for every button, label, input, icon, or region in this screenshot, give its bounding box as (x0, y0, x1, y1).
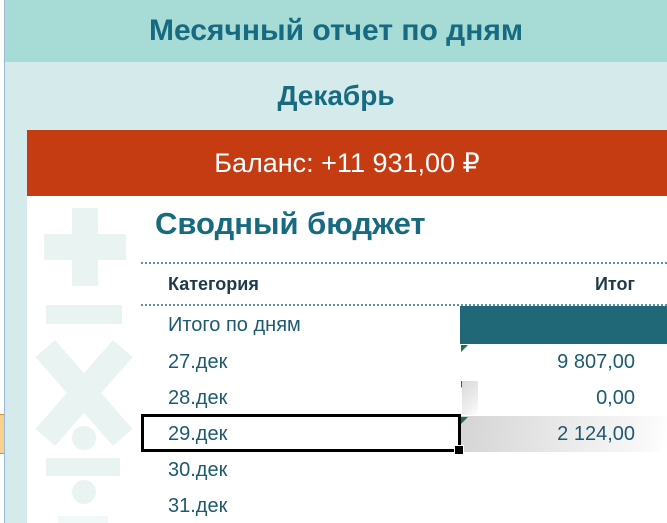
summary-table: Категория Итог Итого по дням 27.дек 9 80… (141, 262, 667, 523)
month-cell[interactable]: Декабрь (5, 62, 667, 130)
left-margin-column (5, 130, 27, 523)
table-row[interactable]: 27.дек 9 807,00 (141, 344, 667, 380)
balance-label: Баланс: +11 931,00 ₽ (214, 147, 480, 178)
row-header-border (4, 0, 5, 523)
row-value: 9 807,00 (557, 350, 635, 373)
row-label[interactable]: 31.дек (168, 494, 228, 517)
section-title: Сводный бюджет (155, 206, 426, 241)
balance-cell[interactable]: Баланс: +11 931,00 ₽ (27, 130, 667, 196)
report-title-cell[interactable]: Месячный отчет по дням (5, 0, 667, 62)
data-bar (462, 381, 478, 415)
divide-icon (58, 516, 108, 523)
table-row[interactable]: 31.дек (141, 488, 667, 523)
row-header-strip (0, 0, 4, 523)
divide-icon (72, 480, 96, 504)
minus-icon (46, 305, 122, 324)
row-total-cell[interactable] (460, 488, 667, 523)
cell-error-indicator-icon (461, 417, 468, 424)
row-total-cell[interactable]: 0,00 (460, 380, 667, 416)
column-header-category[interactable]: Категория (168, 273, 259, 294)
plus-icon (44, 234, 126, 260)
report-title: Месячный отчет по дням (148, 14, 524, 47)
divide-icon (46, 458, 120, 476)
divide-icon (72, 426, 96, 450)
row-total-cell[interactable]: 2 124,00 (460, 416, 667, 452)
table-header-row: Категория Итог (141, 262, 667, 306)
table-row[interactable]: 28.дек 0,00 (141, 380, 667, 416)
row-label[interactable]: 29.дек (168, 422, 228, 445)
selected-row-header-cell[interactable] (0, 414, 4, 454)
row-label[interactable]: 28.дек (168, 386, 228, 409)
row-label[interactable]: 30.дек (168, 458, 228, 481)
cell-error-indicator-icon (461, 345, 468, 352)
table-row[interactable]: 30.дек (141, 452, 667, 488)
active-cell-selection[interactable] (141, 414, 464, 455)
table-row[interactable]: Итого по дням (141, 306, 667, 344)
row-total-cell[interactable] (460, 306, 667, 344)
table-row-selected[interactable]: 29.дек 2 124,00 (141, 416, 667, 452)
month-label: Декабрь (277, 80, 395, 111)
row-value: 0,00 (596, 386, 635, 409)
row-label[interactable]: Итого по дням (168, 313, 301, 336)
fill-handle[interactable] (454, 445, 464, 455)
row-total-cell[interactable] (460, 452, 667, 488)
row-total-cell[interactable]: 9 807,00 (460, 344, 667, 380)
row-label[interactable]: 27.дек (168, 350, 228, 373)
row-value: 2 124,00 (557, 422, 635, 445)
column-header-total[interactable]: Итог (594, 273, 635, 294)
